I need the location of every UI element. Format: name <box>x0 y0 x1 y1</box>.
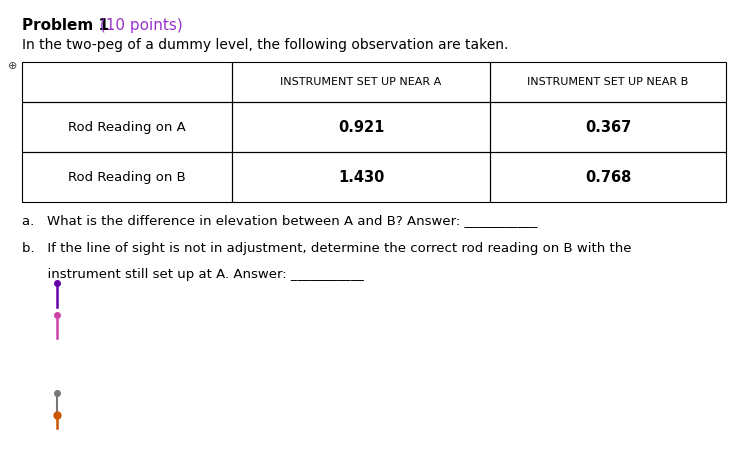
Bar <box>232 152 490 202</box>
Text: 0.768: 0.768 <box>585 169 631 185</box>
Bar <box>490 62 726 102</box>
Text: instrument still set up at A. Answer: ___________: instrument still set up at A. Answer: __… <box>22 268 364 281</box>
Text: INSTRUMENT SET UP NEAR B: INSTRUMENT SET UP NEAR B <box>527 77 689 87</box>
Text: a.   What is the difference in elevation between A and B? Answer: ___________: a. What is the difference in elevation b… <box>22 214 537 227</box>
Text: (10 points): (10 points) <box>95 18 183 33</box>
Bar <box>232 102 490 152</box>
Text: b.   If the line of sight is not in adjustment, determine the correct rod readin: b. If the line of sight is not in adjust… <box>22 242 632 255</box>
Bar <box>22 152 232 202</box>
Bar <box>232 62 490 102</box>
Text: Rod Reading on A: Rod Reading on A <box>68 120 186 133</box>
Bar <box>22 102 232 152</box>
Text: 0.921: 0.921 <box>338 119 384 135</box>
Text: In the two-peg of a dummy level, the following observation are taken.: In the two-peg of a dummy level, the fol… <box>22 38 508 52</box>
Text: Problem 1: Problem 1 <box>22 18 109 33</box>
Bar <box>490 152 726 202</box>
Text: 1.430: 1.430 <box>338 169 384 185</box>
Text: ⊕: ⊕ <box>8 61 17 71</box>
Bar <box>22 62 232 102</box>
Text: 0.367: 0.367 <box>585 119 631 135</box>
Text: INSTRUMENT SET UP NEAR A: INSTRUMENT SET UP NEAR A <box>280 77 442 87</box>
Text: Rod Reading on B: Rod Reading on B <box>68 170 186 184</box>
Bar <box>490 102 726 152</box>
